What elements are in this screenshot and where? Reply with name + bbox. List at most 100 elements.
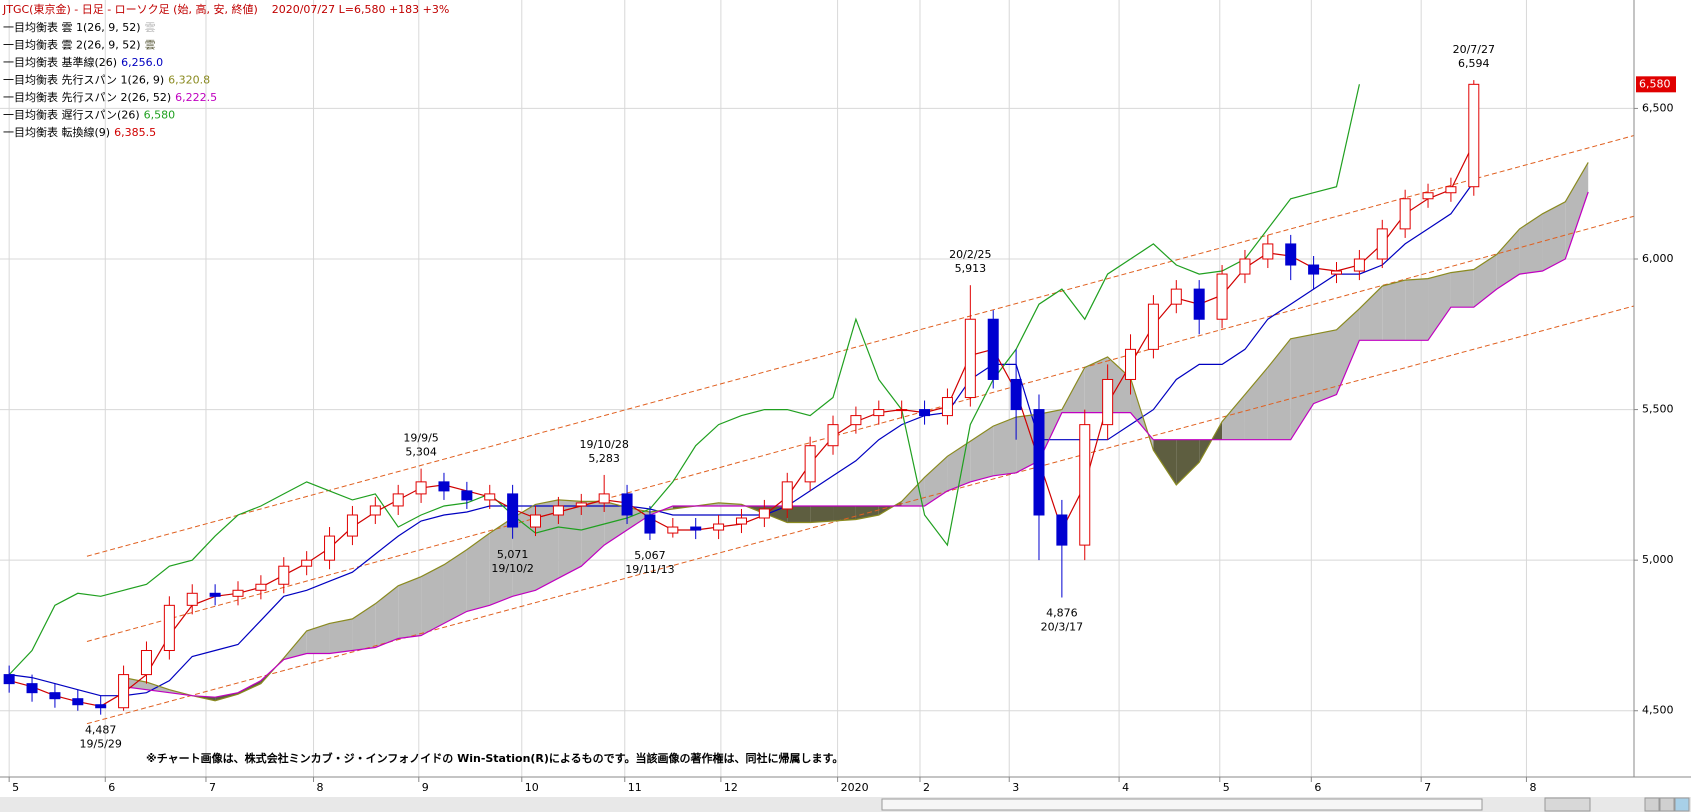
x-tick-label: 8 bbox=[317, 781, 324, 794]
candle-body bbox=[1330, 270, 1342, 275]
cloud bbox=[1336, 308, 1360, 395]
candle-body bbox=[1262, 243, 1274, 260]
annotation-price: 5,283 bbox=[588, 452, 620, 465]
candle-body bbox=[95, 704, 107, 709]
x-tick-label: 10 bbox=[525, 781, 539, 794]
indicator-line bbox=[123, 162, 1589, 702]
cloud bbox=[329, 618, 353, 654]
x-tick-label: 3 bbox=[1012, 781, 1019, 794]
candle-body bbox=[1147, 303, 1159, 350]
candle-body bbox=[209, 592, 221, 597]
cloud bbox=[375, 585, 399, 648]
x-tick-label: 5 bbox=[12, 781, 19, 794]
x-tick-label: 7 bbox=[1424, 781, 1431, 794]
annotation-date: 19/5/29 bbox=[79, 738, 121, 751]
candle-body bbox=[713, 523, 725, 531]
candle-body bbox=[964, 318, 976, 399]
candle-body bbox=[1399, 198, 1411, 230]
cloud bbox=[787, 505, 811, 523]
candle-body bbox=[530, 514, 542, 528]
candle-body bbox=[232, 589, 244, 597]
x-tick-label: 12 bbox=[724, 781, 738, 794]
legend-label: 一目均衡表 雲 2(26, 9, 52) bbox=[3, 38, 141, 52]
candle-body bbox=[804, 445, 816, 483]
candle-body bbox=[72, 698, 84, 706]
candle-body bbox=[1216, 273, 1228, 320]
candle-body bbox=[1170, 288, 1182, 305]
candle-body bbox=[346, 514, 358, 537]
candle-body bbox=[598, 493, 610, 504]
candle-body bbox=[1239, 258, 1251, 275]
cloud bbox=[1405, 278, 1429, 341]
chart-title: JTGC(東京金) - 日足 - ローソク足 (始, 高, 安, 終値) bbox=[2, 2, 258, 16]
candle-body bbox=[507, 493, 519, 528]
cloud bbox=[924, 456, 948, 506]
x-tick-label: 5 bbox=[1223, 781, 1230, 794]
x-tick-label: 8 bbox=[1529, 781, 1536, 794]
candle-body bbox=[873, 409, 885, 417]
cloud bbox=[970, 426, 994, 482]
cloud bbox=[1176, 439, 1200, 485]
cloud bbox=[1153, 439, 1177, 485]
cloud bbox=[1450, 269, 1474, 308]
annotation-date: 19/9/5 bbox=[403, 432, 438, 445]
cloud bbox=[1359, 286, 1383, 341]
cloud bbox=[627, 507, 650, 531]
cloud bbox=[512, 504, 536, 597]
cloud bbox=[1473, 254, 1497, 308]
candle-body bbox=[415, 481, 427, 495]
cloud bbox=[1428, 272, 1451, 341]
annotation-price: 5,913 bbox=[955, 262, 987, 275]
y-tick-label: 6,500 bbox=[1642, 101, 1674, 114]
cloud bbox=[604, 501, 628, 546]
annotation-price: 4,487 bbox=[85, 724, 117, 737]
annotation-price: 5,071 bbox=[497, 548, 529, 561]
legend-label: 一目均衡表 基準線(26) bbox=[3, 55, 117, 69]
axes: 4,500 5,000 5,500 6,000 6,500 5 6 7 8 9 10 11 12 2020… bbox=[8, 76, 1676, 794]
x-tick-label: 7 bbox=[209, 781, 216, 794]
cloud bbox=[993, 417, 1017, 476]
candle-body bbox=[827, 424, 839, 447]
scroll-left-button[interactable] bbox=[1644, 797, 1660, 812]
x-tick-label: 2020 bbox=[841, 781, 869, 794]
candle-body bbox=[140, 650, 152, 676]
trend-channel bbox=[86, 305, 1635, 725]
candle-body bbox=[278, 565, 290, 585]
candle-body bbox=[552, 505, 564, 516]
scrollbar-thumb[interactable] bbox=[881, 798, 1483, 811]
cloud bbox=[489, 518, 513, 606]
candle-body bbox=[919, 409, 931, 417]
annotation-date: 20/7/27 bbox=[1453, 43, 1495, 56]
candle-body bbox=[49, 692, 61, 700]
candle-body bbox=[644, 514, 656, 534]
y-tick-label: 5,000 bbox=[1642, 553, 1674, 566]
candle-body bbox=[621, 493, 633, 516]
candle-body bbox=[896, 409, 908, 412]
x-axis-panel bbox=[0, 777, 1691, 797]
scroll-right-button[interactable] bbox=[1659, 797, 1675, 812]
cloud bbox=[1290, 334, 1314, 440]
scroll-end-button[interactable] bbox=[1674, 797, 1690, 812]
zoom-control[interactable] bbox=[1544, 797, 1591, 812]
candle-body bbox=[1193, 288, 1205, 320]
candle-body bbox=[301, 559, 313, 567]
annotation-price: 5,304 bbox=[405, 446, 437, 459]
y-tick-label: 6,000 bbox=[1642, 252, 1674, 265]
candle-body bbox=[3, 674, 15, 685]
last-price-tag bbox=[1636, 76, 1676, 93]
candle-body bbox=[1422, 192, 1434, 200]
candle-body bbox=[850, 415, 862, 426]
x-tick-label: 6 bbox=[1314, 781, 1321, 794]
x-tick-label: 11 bbox=[628, 781, 642, 794]
candle-body bbox=[163, 604, 175, 652]
legend-label: 一目均衡表 雲 1(26, 9, 52) bbox=[3, 20, 141, 34]
candle-body bbox=[186, 592, 198, 606]
annotation-price: 4,876 bbox=[1046, 607, 1078, 620]
legend-value: 6,385.5 bbox=[114, 126, 156, 139]
cloud bbox=[535, 499, 559, 591]
candle-body bbox=[1308, 264, 1320, 275]
candle-body bbox=[987, 318, 999, 380]
x-tick-label: 6 bbox=[108, 781, 115, 794]
